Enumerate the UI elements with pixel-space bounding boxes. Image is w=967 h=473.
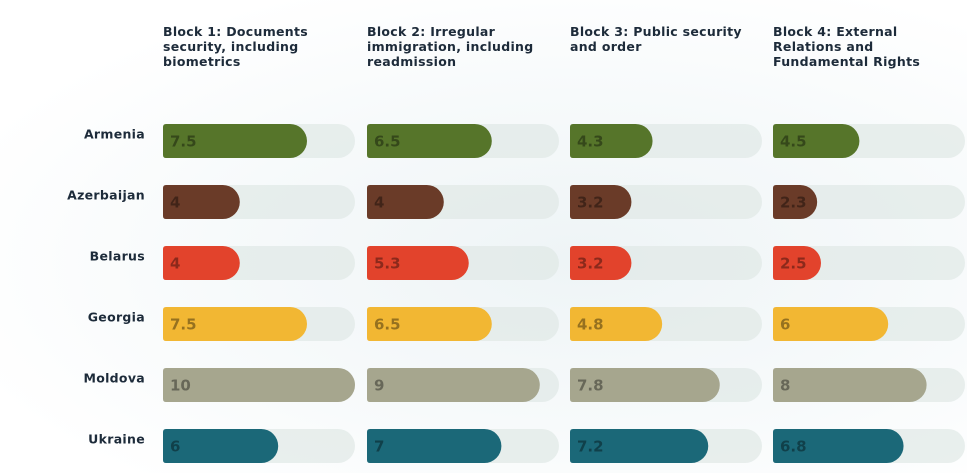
value-label: 7.5 <box>170 316 197 334</box>
bar <box>367 124 492 158</box>
value-label: 6.5 <box>374 133 401 151</box>
bar <box>367 246 469 280</box>
value-label: 5.3 <box>374 255 401 273</box>
country-label: Azerbaijan <box>67 188 145 203</box>
bar <box>570 185 632 219</box>
value-label: 6 <box>780 316 790 334</box>
bar <box>367 429 502 463</box>
value-label: 2.5 <box>780 255 807 273</box>
block-header: Block 1: Documents security, including b… <box>163 24 309 69</box>
value-label: 4 <box>170 194 180 212</box>
bar <box>773 185 818 219</box>
block-header: Block 3: Public security and order <box>570 24 742 54</box>
value-label: 6.8 <box>780 438 807 456</box>
bar <box>570 307 663 341</box>
value-label: 8 <box>780 377 790 395</box>
value-label: 10 <box>170 377 191 395</box>
value-label: 6.5 <box>374 316 401 334</box>
block-header: Block 4: External Relations and Fundamen… <box>773 24 921 69</box>
bar <box>570 124 653 158</box>
value-label: 3.2 <box>577 194 604 212</box>
value-label: 4.5 <box>780 133 807 151</box>
bar <box>367 368 540 402</box>
value-label: 6 <box>170 438 180 456</box>
value-label: 2.3 <box>780 194 807 212</box>
value-label: 4 <box>170 255 180 273</box>
bar <box>773 246 821 280</box>
bar <box>367 185 444 219</box>
bar <box>570 246 632 280</box>
value-label: 7.2 <box>577 438 604 456</box>
bar <box>570 429 709 463</box>
country-label: Armenia <box>84 127 145 142</box>
value-label: 4 <box>374 194 384 212</box>
bar <box>367 307 492 341</box>
value-label: 7.5 <box>170 133 197 151</box>
track <box>773 246 965 280</box>
bar <box>163 368 355 402</box>
country-label: Moldova <box>83 371 145 386</box>
bar <box>570 368 720 402</box>
bar <box>163 307 307 341</box>
bar <box>773 368 927 402</box>
track <box>773 185 965 219</box>
value-label: 9 <box>374 377 384 395</box>
bar <box>163 246 240 280</box>
bar <box>773 429 904 463</box>
value-label: 7.8 <box>577 377 604 395</box>
value-label: 7 <box>374 438 384 456</box>
country-label: Belarus <box>90 249 145 264</box>
bar <box>163 429 279 463</box>
value-label: 4.3 <box>577 133 604 151</box>
country-label: Ukraine <box>88 432 145 447</box>
bar <box>163 185 240 219</box>
bar <box>773 124 860 158</box>
country-label: Georgia <box>88 310 145 325</box>
value-label: 4.8 <box>577 316 604 334</box>
bar <box>163 124 307 158</box>
value-label: 3.2 <box>577 255 604 273</box>
bar <box>773 307 889 341</box>
block-header: Block 2: Irregular immigration, includin… <box>367 24 534 69</box>
